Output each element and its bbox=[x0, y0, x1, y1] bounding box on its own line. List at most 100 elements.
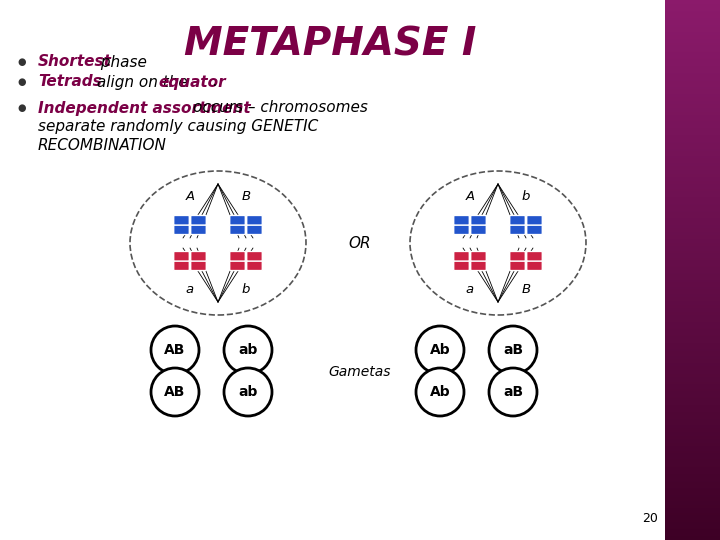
FancyBboxPatch shape bbox=[510, 225, 526, 234]
Bar bbox=[665, 81, 720, 82]
Bar bbox=[665, 338, 720, 339]
Bar bbox=[665, 372, 720, 373]
Bar bbox=[665, 187, 720, 188]
Bar bbox=[665, 165, 720, 166]
Bar bbox=[665, 214, 720, 215]
Bar bbox=[665, 257, 720, 258]
Bar bbox=[665, 202, 720, 203]
Bar bbox=[665, 203, 720, 204]
FancyBboxPatch shape bbox=[510, 252, 526, 261]
Bar bbox=[665, 18, 720, 19]
Bar bbox=[665, 169, 720, 170]
FancyBboxPatch shape bbox=[247, 225, 262, 234]
Bar bbox=[665, 304, 720, 305]
Bar bbox=[665, 271, 720, 272]
Bar bbox=[665, 62, 720, 63]
Bar bbox=[665, 49, 720, 50]
Bar bbox=[665, 222, 720, 223]
Text: b: b bbox=[522, 190, 530, 203]
Bar bbox=[665, 474, 720, 475]
Bar bbox=[665, 108, 720, 109]
Bar bbox=[665, 361, 720, 362]
Bar bbox=[665, 401, 720, 402]
Bar bbox=[665, 213, 720, 214]
FancyBboxPatch shape bbox=[247, 215, 262, 225]
Bar bbox=[665, 518, 720, 519]
Bar bbox=[665, 354, 720, 355]
Bar bbox=[665, 244, 720, 245]
Bar bbox=[665, 217, 720, 218]
Bar bbox=[665, 282, 720, 283]
Bar bbox=[665, 311, 720, 312]
Bar bbox=[665, 234, 720, 235]
Bar bbox=[665, 328, 720, 329]
Bar bbox=[665, 9, 720, 10]
Bar bbox=[665, 226, 720, 227]
Bar bbox=[665, 307, 720, 308]
Bar bbox=[665, 414, 720, 415]
Bar bbox=[665, 167, 720, 168]
Bar bbox=[665, 406, 720, 407]
FancyBboxPatch shape bbox=[174, 261, 189, 271]
Bar bbox=[665, 389, 720, 390]
Bar bbox=[665, 122, 720, 123]
Bar bbox=[665, 440, 720, 441]
Bar bbox=[665, 443, 720, 444]
FancyBboxPatch shape bbox=[454, 252, 469, 261]
Bar bbox=[665, 481, 720, 482]
Bar bbox=[665, 308, 720, 309]
Bar bbox=[665, 448, 720, 449]
Bar bbox=[665, 276, 720, 277]
Bar bbox=[665, 325, 720, 326]
Bar bbox=[665, 462, 720, 463]
Bar bbox=[665, 52, 720, 53]
Bar bbox=[665, 173, 720, 174]
Text: ab: ab bbox=[238, 343, 258, 357]
Bar bbox=[665, 284, 720, 285]
Bar bbox=[665, 349, 720, 350]
Bar bbox=[665, 381, 720, 382]
Bar bbox=[665, 332, 720, 333]
FancyBboxPatch shape bbox=[527, 215, 542, 225]
Bar bbox=[665, 60, 720, 61]
FancyBboxPatch shape bbox=[454, 215, 469, 225]
Bar bbox=[665, 313, 720, 314]
Bar bbox=[665, 385, 720, 386]
Bar bbox=[665, 490, 720, 491]
Bar bbox=[665, 189, 720, 190]
Bar bbox=[665, 3, 720, 4]
Bar bbox=[665, 22, 720, 23]
Bar bbox=[665, 177, 720, 178]
Bar bbox=[665, 162, 720, 163]
Bar bbox=[665, 457, 720, 458]
Circle shape bbox=[224, 326, 272, 374]
Circle shape bbox=[489, 326, 537, 374]
Bar bbox=[665, 341, 720, 342]
Bar bbox=[665, 407, 720, 408]
Bar bbox=[665, 329, 720, 330]
Bar bbox=[665, 384, 720, 385]
Bar bbox=[665, 16, 720, 17]
Bar bbox=[665, 212, 720, 213]
Bar bbox=[665, 456, 720, 457]
Bar bbox=[665, 442, 720, 443]
Bar bbox=[665, 482, 720, 483]
Bar bbox=[665, 227, 720, 228]
Bar bbox=[665, 146, 720, 147]
Bar bbox=[665, 144, 720, 145]
Bar bbox=[665, 69, 720, 70]
Bar bbox=[665, 30, 720, 31]
Bar bbox=[665, 199, 720, 200]
Bar bbox=[665, 166, 720, 167]
Bar bbox=[665, 464, 720, 465]
Bar bbox=[665, 469, 720, 470]
Bar bbox=[665, 56, 720, 57]
Bar bbox=[665, 67, 720, 68]
Bar bbox=[665, 428, 720, 429]
Bar bbox=[665, 479, 720, 480]
Bar bbox=[665, 520, 720, 521]
Text: .: . bbox=[212, 75, 217, 90]
Bar bbox=[665, 207, 720, 208]
Bar bbox=[665, 110, 720, 111]
Bar bbox=[665, 467, 720, 468]
